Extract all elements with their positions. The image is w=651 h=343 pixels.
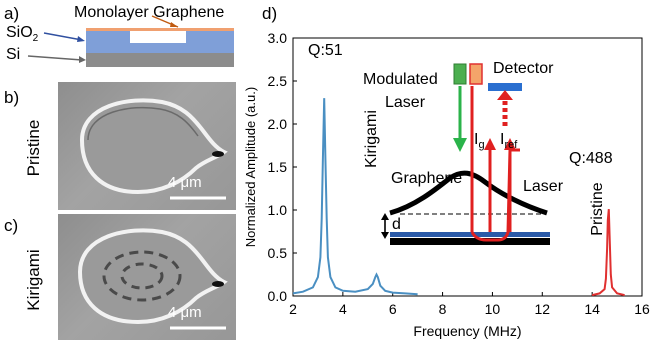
inset-iref-label: Iref (500, 131, 518, 152)
sem-image-kirigami: 4 μm (58, 214, 236, 340)
x-tick-label: 16 (634, 301, 650, 317)
panel-c-side-label: Kirigami (24, 249, 43, 311)
graphene-membrane (389, 170, 548, 216)
x-tick-label: 10 (485, 301, 501, 317)
x-tick-label: 14 (584, 301, 600, 317)
y-tick-label: 2.0 (268, 116, 288, 132)
series-pristine-line (591, 209, 625, 297)
panel-d-letter: d) (262, 4, 278, 23)
quality-factor-kirigami: Q:51 (308, 42, 343, 59)
y-tick-label: 1.5 (268, 159, 288, 175)
sem-image-pristine: 4 μm (58, 82, 236, 210)
x-axis-label: Frequency (MHz) (413, 323, 521, 339)
y-tick-label: 2.5 (268, 73, 288, 89)
si-pointer (27, 55, 83, 61)
x-tick-label: 8 (439, 301, 447, 317)
panel-b-side-label: Pristine (24, 119, 43, 177)
inset-detector-label: Detector (493, 60, 554, 77)
inset-ig-label: Ig (474, 131, 485, 152)
modulated-laser-orange-block (469, 63, 483, 85)
inset-graphene-label: Graphene (391, 170, 463, 187)
graphene-layer (86, 28, 234, 31)
panel-c-letter: c) (4, 216, 19, 235)
y-tick-label: 1.0 (268, 202, 288, 218)
panel-b-letter: b) (4, 88, 20, 107)
substrate-black (390, 238, 550, 245)
sio2-pointer (43, 32, 83, 41)
inset-laser-label: Laser (523, 178, 564, 195)
graphene-layer-label: Monolayer Graphene (74, 4, 225, 21)
measurement-setup-inset (381, 63, 550, 245)
y-axis-label: Normalized Amplitude (a.u.) (243, 87, 258, 247)
si-label: Si (6, 46, 21, 63)
inset-laser-word: Laser (385, 94, 426, 111)
scale-label-kirigami: 4 μm (168, 304, 202, 321)
series-label-pristine: Pristine (589, 182, 606, 236)
panel-a-letter: a) (4, 4, 20, 23)
modulated-laser-green-block (453, 63, 467, 85)
inset-gap-label: d (392, 216, 401, 233)
y-tick-label: 3.0 (268, 30, 288, 46)
y-tick-label: 0.5 (268, 245, 288, 261)
frequency-response-chart: 2 4 6 8 10 12 14 16 0.0 0.5 1.0 1.5 2.0 2.5 3.0 Frequen… (243, 30, 650, 339)
x-tick-label: 6 (389, 301, 397, 317)
series-label-kirigami: Kirigami (363, 110, 380, 168)
detector-icon (488, 83, 522, 91)
inset-modulated-label: Modulated (363, 71, 438, 88)
quality-factor-pristine: Q:488 (569, 150, 613, 167)
series-kirigami-line (292, 98, 418, 296)
x-tick-label: 4 (339, 301, 347, 317)
sio2-label: SiO2 (6, 24, 39, 45)
substrate-blue (390, 232, 550, 237)
detector-arrow-head (497, 90, 513, 100)
si-substrate (86, 53, 234, 67)
scale-label-pristine: 4 μm (168, 174, 202, 191)
y-tick-label: 0.0 (268, 288, 288, 304)
x-tick-label: 12 (534, 301, 550, 317)
x-tick-label: 2 (289, 301, 297, 317)
laser-path (470, 86, 520, 242)
cavity (130, 31, 186, 43)
layer-stack-diagram (27, 15, 234, 67)
